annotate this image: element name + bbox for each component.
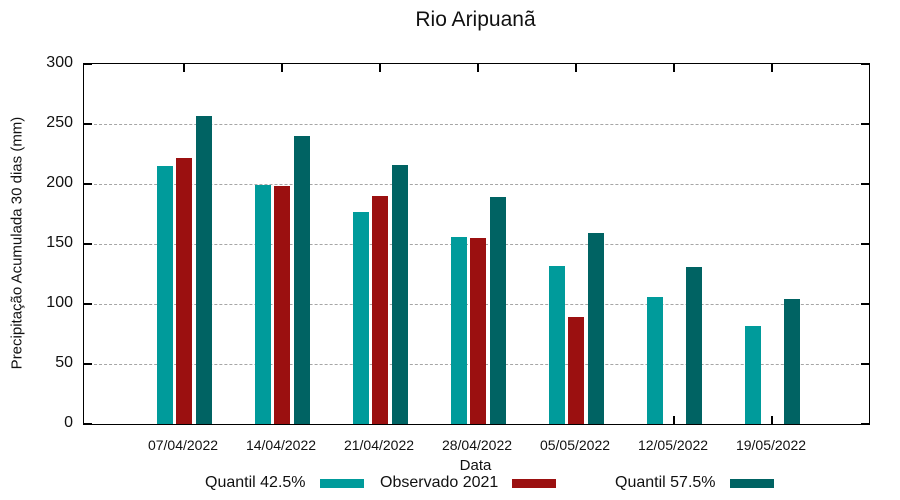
x-tick-mark	[477, 64, 479, 72]
bar-quantil-57-5--05-05-2022	[587, 233, 604, 424]
y-tick-mark	[861, 183, 869, 185]
legend-swatch	[512, 478, 557, 488]
grid-line-250	[84, 124, 869, 125]
y-tick-label-300: 300	[46, 54, 73, 71]
y-tick-label-100: 100	[46, 294, 73, 311]
y-tick-mark	[84, 363, 92, 365]
bar-quantil-42-5--14-04-2022	[254, 185, 271, 424]
y-tick-mark	[861, 423, 869, 425]
legend-swatch	[319, 478, 364, 488]
bar-observado-2021-28-04-2022	[470, 238, 486, 424]
y-tick-mark	[861, 123, 869, 125]
x-tick-mark	[183, 64, 185, 72]
legend-item-1: Quantil 42.5%	[205, 474, 364, 492]
bar-quantil-42-5--05-05-2022	[548, 265, 565, 424]
x-tick-mark	[771, 416, 773, 424]
y-tick-label-50: 50	[55, 354, 73, 371]
y-tick-mark	[84, 183, 92, 185]
legend-item-3: Quantil 57.5%	[615, 474, 774, 492]
y-tick-label-200: 200	[46, 174, 73, 191]
bar-quantil-57-5--21-04-2022	[391, 164, 408, 424]
y-tick-label-150: 150	[46, 234, 73, 251]
bar-quantil-42-5--19-05-2022	[744, 325, 761, 424]
bar-quantil-42-5--12-05-2022	[646, 296, 663, 424]
bar-quantil-42-5--28-04-2022	[450, 236, 467, 424]
x-tick-mark	[379, 64, 381, 72]
x-tick-mark	[281, 64, 283, 72]
x-tick-label: 07/04/2022	[147, 437, 219, 453]
y-tick-mark	[861, 63, 869, 65]
y-tick-mark	[84, 63, 92, 65]
bar-quantil-57-5--28-04-2022	[489, 197, 506, 424]
bar-quantil-57-5--07-04-2022	[195, 115, 212, 424]
bar-observado-2021-21-04-2022	[372, 196, 388, 424]
bar-quantil-42-5--07-04-2022	[156, 166, 173, 424]
y-tick-label-0: 0	[64, 414, 73, 431]
y-tick-mark	[84, 243, 92, 245]
legend: Quantil 42.5% Observado 2021 Quantil 57.5%	[0, 474, 900, 494]
bar-observado-2021-05-05-2022	[568, 317, 584, 424]
y-tick-label-250: 250	[46, 114, 73, 131]
x-axis-label: Data	[459, 457, 492, 474]
legend-label: Quantil 57.5%	[615, 474, 716, 491]
bar-observado-2021-14-04-2022	[274, 186, 290, 424]
x-tick-label: 21/04/2022	[343, 437, 415, 453]
y-tick-mark	[861, 303, 869, 305]
x-tick-label: 28/04/2022	[441, 437, 513, 453]
legend-swatch	[729, 478, 774, 488]
bar-quantil-42-5--21-04-2022	[352, 211, 369, 424]
y-tick-mark	[84, 423, 92, 425]
chart-title: Rio Aripuanã	[415, 8, 536, 31]
x-tick-mark	[673, 64, 675, 72]
legend-label: Observado 2021	[380, 474, 499, 491]
plot-area	[83, 63, 870, 425]
bar-quantil-57-5--19-05-2022	[783, 299, 800, 424]
legend-item-2: Observado 2021	[380, 474, 557, 492]
x-tick-mark	[771, 64, 773, 72]
x-tick-label: 19/05/2022	[735, 437, 807, 453]
x-tick-label: 05/05/2022	[539, 437, 611, 453]
y-tick-mark	[861, 243, 869, 245]
x-tick-label: 14/04/2022	[245, 437, 317, 453]
y-tick-mark	[84, 303, 92, 305]
legend-label: Quantil 42.5%	[205, 474, 306, 491]
x-tick-mark	[575, 64, 577, 72]
y-tick-mark	[84, 123, 92, 125]
y-tick-mark	[861, 363, 869, 365]
bar-quantil-57-5--12-05-2022	[685, 266, 702, 424]
bar-observado-2021-07-04-2022	[176, 157, 192, 424]
x-tick-label: 12/05/2022	[637, 437, 709, 453]
bar-quantil-57-5--14-04-2022	[293, 136, 310, 424]
x-tick-mark	[673, 416, 675, 424]
grid-line-200	[84, 184, 869, 185]
